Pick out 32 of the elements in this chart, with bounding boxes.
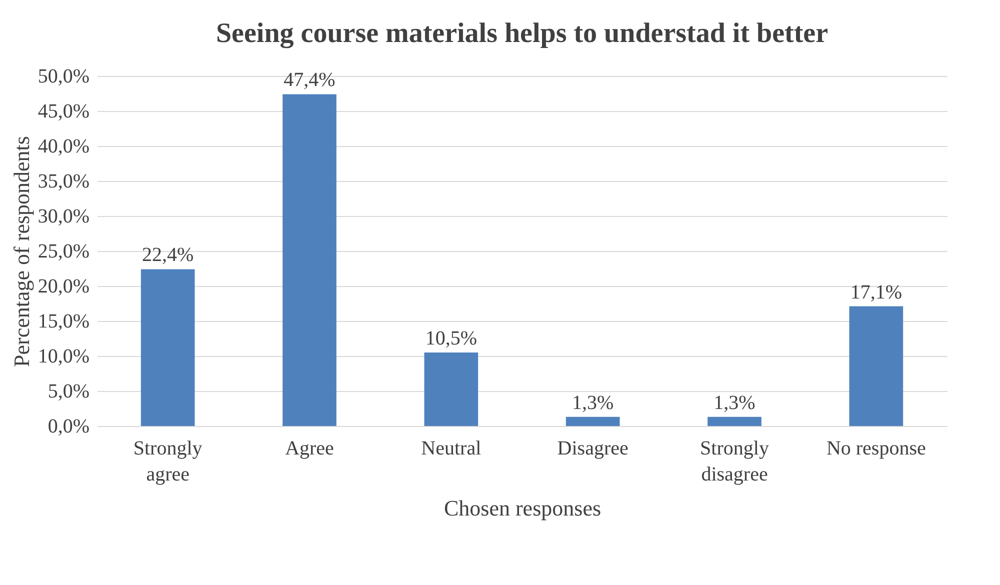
y-tick-label: 0,0% [48, 416, 90, 438]
y-tick-label: 30,0% [38, 206, 90, 228]
x-tick-label: Strongly agree [133, 438, 202, 486]
bar [708, 416, 762, 426]
bar [140, 269, 195, 426]
data-label: 47,4% [284, 69, 336, 92]
x-tick-label: Disagree [557, 438, 628, 460]
data-label: 1,3% [714, 392, 756, 414]
bar [282, 94, 336, 426]
x-tick-label: No response [826, 438, 926, 460]
y-tick-label: 15,0% [38, 310, 90, 332]
data-label: 22,4% [142, 244, 194, 266]
y-tick-label: 5,0% [48, 380, 90, 402]
x-axis-title: Chosen responses [444, 496, 602, 520]
y-tick-label: 25,0% [38, 240, 90, 262]
y-tick-label: 10,0% [38, 346, 90, 368]
x-tick-label: Strongly disagree [700, 438, 769, 486]
x-tick-label: Neutral [421, 438, 482, 460]
data-label: 1,3% [572, 392, 614, 414]
bar [849, 306, 904, 426]
y-tick-label: 20,0% [38, 276, 90, 298]
bar [424, 352, 478, 426]
data-label: 10,5% [425, 328, 478, 350]
bar [566, 416, 620, 426]
y-tick-label: 35,0% [38, 170, 90, 192]
data-label: 17,1% [850, 281, 902, 304]
y-tick-label: 50,0% [38, 66, 90, 88]
y-tick-label: 40,0% [38, 136, 90, 158]
y-axis-title: Percentage of respondents [8, 136, 34, 367]
y-tick-label: 45,0% [38, 100, 90, 122]
x-tick-label: Agree [285, 438, 334, 460]
chart-title: Seeing course materials helps to understad it better [216, 18, 828, 49]
